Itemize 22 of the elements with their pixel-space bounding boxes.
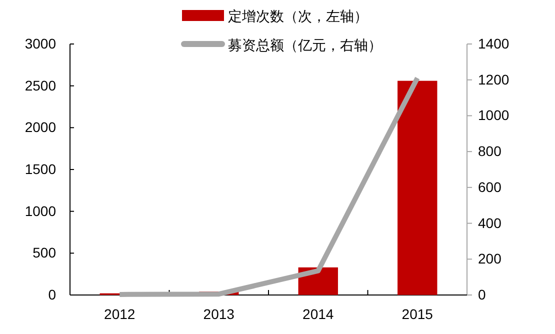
y-tick-label: 500 xyxy=(32,244,56,261)
y-tick-label: 1000 xyxy=(24,202,56,219)
y-tick-label: 0 xyxy=(48,286,56,302)
y2-tick-label: 400 xyxy=(478,214,502,231)
y2-tick-label: 1400 xyxy=(478,35,510,52)
bar xyxy=(398,80,438,295)
y2-tick-label: 200 xyxy=(478,250,502,267)
x-tick-label: 2012 xyxy=(104,306,136,322)
legend-label: 募资总额（亿元，右轴） xyxy=(228,37,382,53)
y2-tick-label: 800 xyxy=(478,143,502,160)
x-tick-label: 2013 xyxy=(203,306,235,322)
y-tick-label: 2500 xyxy=(24,77,56,94)
x-tick-label: 2015 xyxy=(402,306,434,322)
y2-tick-label: 0 xyxy=(478,286,486,302)
y-tick-label: 2000 xyxy=(24,119,56,136)
y2-tick-label: 1000 xyxy=(478,107,510,124)
y-tick-label: 1500 xyxy=(24,160,56,177)
y2-tick-label: 600 xyxy=(478,178,502,195)
y2-tick-label: 1200 xyxy=(478,71,510,88)
y-tick-label: 3000 xyxy=(24,35,56,52)
legend-label: 定增次数（次，左轴） xyxy=(228,8,368,24)
x-tick-label: 2014 xyxy=(302,306,334,322)
